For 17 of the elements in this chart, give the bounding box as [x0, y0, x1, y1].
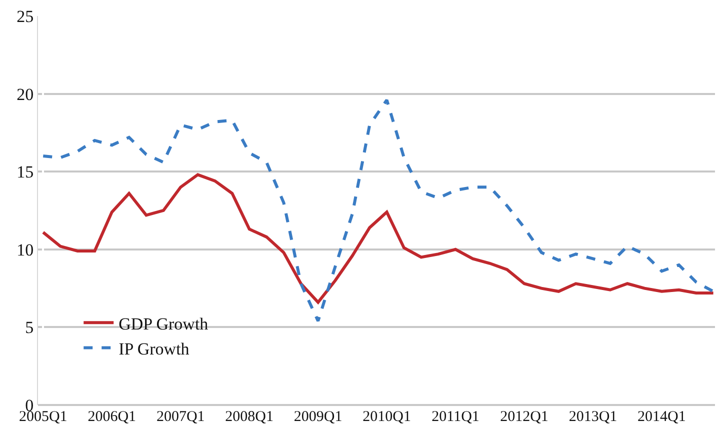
x-tick-label: 2007Q1	[156, 409, 205, 425]
y-tick-label: 25	[16, 6, 34, 26]
y-tick-label: 10	[16, 240, 34, 260]
y-tick-label: 20	[16, 84, 34, 104]
x-tick-label: 2012Q1	[500, 409, 548, 425]
line-series	[42, 173, 715, 304]
x-tick-label: 2008Q1	[225, 409, 274, 425]
x-tick-label: 2010Q1	[362, 409, 411, 425]
x-tick-label: 2011Q1	[432, 409, 480, 425]
x-tick-label: 2013Q1	[568, 409, 618, 425]
y-tick-label: 15	[16, 162, 34, 182]
x-tick-label: 2014Q1	[638, 409, 686, 425]
legend-label: IP Growth	[118, 339, 190, 358]
x-tick-label: 2006Q1	[88, 409, 136, 425]
x-tick-label: 2009Q1	[294, 409, 342, 425]
y-tick-label: 5	[25, 318, 34, 338]
legend-label: GDP Growth	[118, 314, 209, 334]
